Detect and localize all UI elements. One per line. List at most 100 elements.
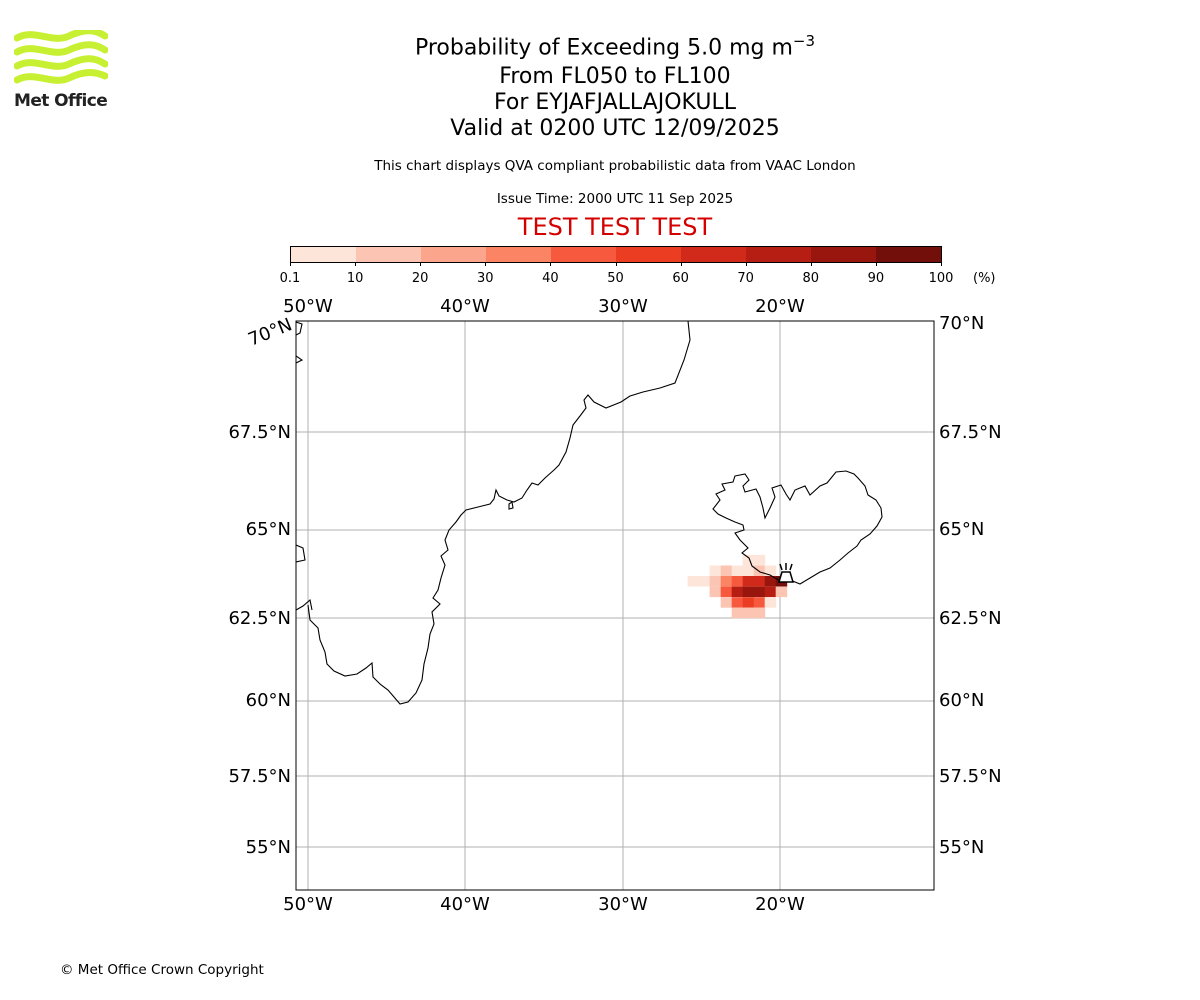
- lat-label-right-55n: 55°N: [939, 837, 984, 858]
- ash-probability-cells: [687, 554, 788, 619]
- volcano-name: For EYJAFJALLAJOKULL: [494, 90, 736, 115]
- volcano-icon: [777, 563, 795, 583]
- colorbar-segment: [356, 247, 421, 262]
- ash-probability-cell: [742, 554, 755, 566]
- colorbar-segment: [616, 247, 681, 262]
- ash-probability-cell: [753, 607, 766, 619]
- colorbar-tick-label: 60: [672, 271, 689, 286]
- coastlines: [296, 321, 883, 705]
- ash-probability-cell: [720, 565, 733, 576]
- ash-probability-cell: [742, 576, 755, 587]
- greenland-nw-islet: [296, 355, 304, 364]
- valid-time: Valid at 0200 UTC 12/09/2025: [450, 116, 780, 141]
- ash-probability-cell: [709, 565, 722, 576]
- colorbar-tick-label: 70: [737, 271, 754, 286]
- ash-probability-cell: [742, 565, 755, 576]
- issue-time: Issue Time: 2000 UTC 11 Sep 2025: [496, 191, 734, 207]
- met-office-logo-waves-icon: [14, 30, 108, 84]
- chart-subtitle: This chart displays QVA compliant probab…: [374, 158, 856, 174]
- colorbar-tick-label: 90: [867, 271, 885, 286]
- colorbar-tick-mark: [485, 262, 487, 266]
- ash-probability-cell: [764, 576, 777, 587]
- lat-label-left-57-5n: 57.5°N: [228, 766, 291, 787]
- colorbar-tick-label: 20: [411, 271, 429, 286]
- colorbar-tick-label: 80: [802, 271, 820, 286]
- greenland-north: [296, 321, 303, 336]
- lat-label-left-67-5n: 67.5°N: [228, 422, 291, 443]
- lat-label-right-67-5n: 67.5°N: [939, 422, 1002, 443]
- colorbar-segment: [486, 247, 551, 262]
- colorbar-segment: [681, 247, 746, 262]
- greenland-west-edge: [296, 544, 306, 563]
- lat-label-left-65n: 65°N: [246, 519, 291, 540]
- lat-label-left-60n: 60°N: [246, 690, 291, 711]
- ash-probability-cell: [720, 576, 733, 587]
- colorbar-unit: (%): [973, 271, 996, 286]
- lon-label-top-50w: 50°W: [283, 296, 333, 317]
- colorbar-tick-label: 30: [477, 271, 494, 286]
- ash-probability-cell: [709, 576, 722, 587]
- lon-label-bottom-30w: 30°W: [598, 894, 648, 915]
- lat-label-right-60n: 60°N: [939, 690, 984, 711]
- ash-probability-cell: [764, 597, 777, 608]
- copyright-notice: © Met Office Crown Copyright: [60, 962, 264, 978]
- ash-probability-cell: [687, 576, 700, 587]
- lat-label-left-55n: 55°N: [246, 837, 291, 858]
- ash-probability-cell: [753, 554, 766, 566]
- ash-probability-cell: [731, 586, 744, 598]
- colorbar-segment: [876, 247, 941, 262]
- colorbar-segment: [811, 247, 876, 262]
- lat-label-right-62-5n: 62.5°N: [939, 608, 1002, 629]
- colorbar-segment: [746, 247, 811, 262]
- lat-label-right-57-5n: 57.5°N: [939, 766, 1002, 787]
- lon-label-bottom-50w: 50°W: [283, 894, 333, 915]
- ash-probability-cell: [753, 597, 766, 608]
- ash-probability-cell: [764, 565, 777, 576]
- ash-probability-cell: [764, 586, 777, 598]
- ash-probability-cell: [742, 607, 755, 619]
- ash-probability-cell: [698, 576, 711, 587]
- colorbar-tick-mark: [745, 262, 747, 266]
- met-office-logo-text: Met Office: [14, 91, 108, 111]
- ash-probability-cell: [753, 586, 766, 598]
- ash-probability-cell: [720, 597, 733, 608]
- ash-probability-cell: [731, 607, 744, 619]
- colorbar-tick-label: 10: [346, 271, 364, 286]
- ash-probability-cell: [775, 586, 788, 598]
- colorbar-tick-mark: [615, 262, 617, 266]
- colorbar-tick-mark: [290, 262, 291, 266]
- colorbar-tick-mark: [550, 262, 552, 266]
- colorbar-segment: [291, 247, 356, 262]
- chart-title: Probability of Exceeding 5.0 mg m−3: [414, 32, 816, 61]
- ash-probability-cell: [731, 565, 744, 576]
- lon-label-bottom-40w: 40°W: [440, 894, 490, 915]
- test-banner: TEST TEST TEST: [517, 213, 713, 241]
- map-frame: [295, 320, 935, 891]
- colorbar-tick-label: 100: [928, 271, 954, 286]
- colorbar-tick-mark: [875, 262, 877, 266]
- greenland-southwest: [296, 598, 313, 611]
- lon-label-top-20w: 20°W: [755, 296, 805, 317]
- map-gridlines: [296, 321, 934, 890]
- iceland-coast: [712, 470, 883, 585]
- ash-probability-cell: [720, 586, 733, 598]
- colorbar-tick-label: 40: [542, 271, 559, 286]
- flight-level-range: From FL050 to FL100: [499, 64, 731, 89]
- small-islet: [508, 501, 514, 510]
- lat-label-right-65n: 65°N: [939, 519, 984, 540]
- lon-label-top-40w: 40°W: [440, 296, 490, 317]
- colorbar-segment: [551, 247, 616, 262]
- lat-label-left-62-5n: 62.5°N: [228, 608, 291, 629]
- colorbar-tick-mark: [420, 262, 422, 266]
- colorbar-tick-label: 50: [607, 271, 624, 286]
- lon-label-top-30w: 30°W: [598, 296, 648, 317]
- lat-label-left-70n: 70°N: [245, 314, 295, 350]
- colorbar-tick-mark: [355, 262, 357, 266]
- greenland-east-coast: [307, 321, 691, 705]
- colorbar-tick-mark: [680, 262, 682, 266]
- colorbar-segment: [421, 247, 486, 262]
- ash-probability-cell: [731, 597, 744, 608]
- ash-probability-cell: [731, 576, 744, 587]
- colorbar-tick-mark: [941, 262, 942, 266]
